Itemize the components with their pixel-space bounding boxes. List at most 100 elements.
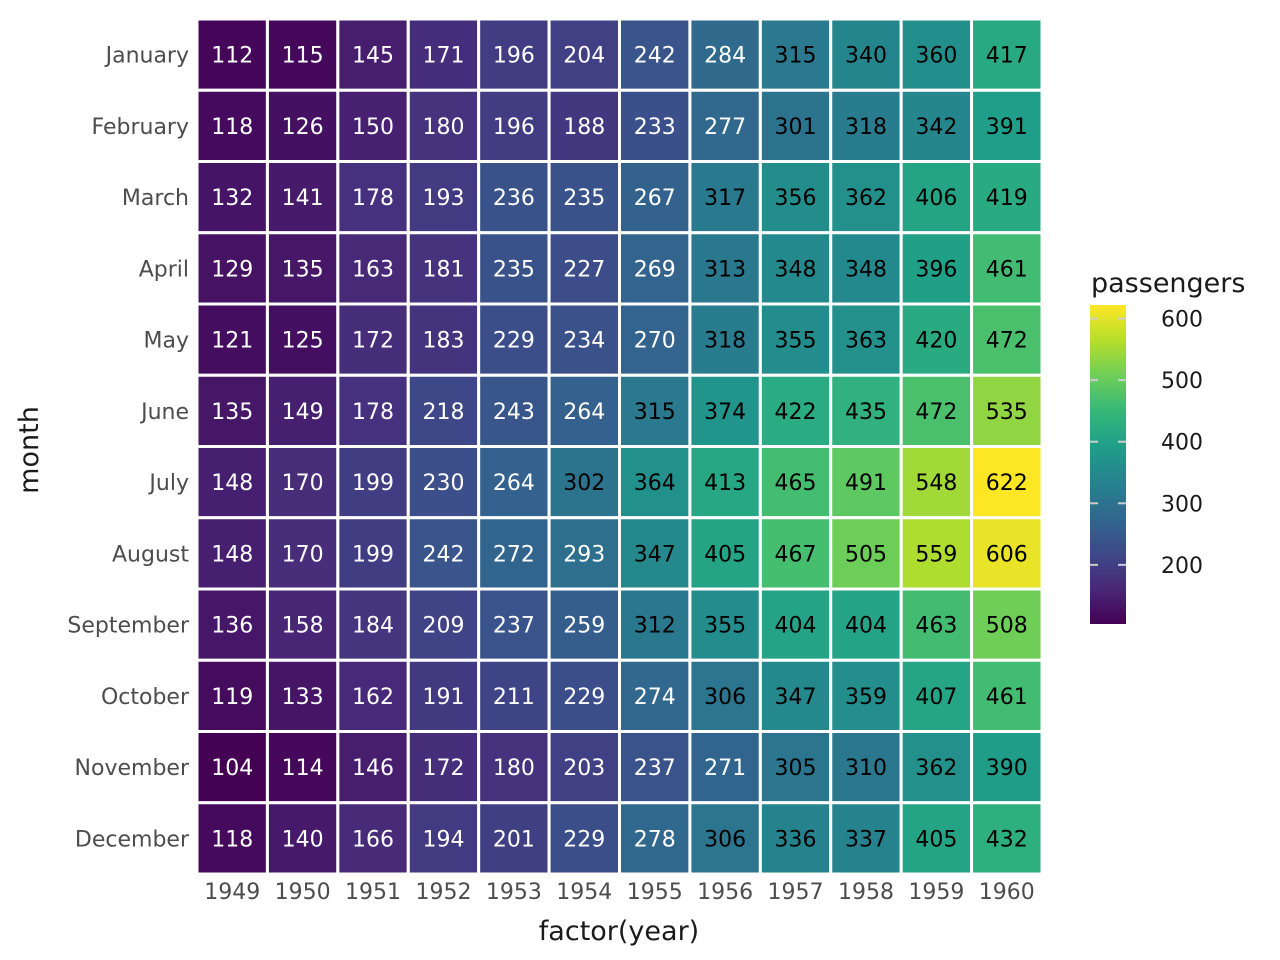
heatmap-cell (618, 160, 692, 235)
cell-value-label: 118 (211, 115, 253, 140)
colorbar-tick-label: 400 (1161, 431, 1203, 456)
cell-value-label: 463 (915, 614, 957, 639)
cell-value-label: 199 (352, 471, 394, 496)
cell-value-label: 229 (563, 685, 605, 710)
cell-value-label: 467 (775, 542, 817, 567)
cell-value-label: 413 (704, 471, 746, 496)
heatmap-cell (899, 730, 974, 805)
cell-value-label: 337 (845, 827, 887, 852)
y-tick-label: January (104, 44, 189, 69)
cell-value-label: 259 (563, 614, 605, 639)
heatmap-cell (829, 801, 903, 876)
x-tick-label: 1950 (275, 880, 331, 905)
cell-value-label: 178 (352, 186, 394, 211)
heatmap-cell (336, 516, 410, 591)
heatmap-cell (477, 88, 551, 163)
colorbar-title: passengers (1091, 268, 1245, 299)
heatmap-cell (758, 445, 833, 520)
colorbar-tick-label: 200 (1161, 554, 1203, 579)
heatmap-cell (265, 801, 340, 876)
cell-value-label: 347 (634, 542, 676, 567)
cell-value-label: 356 (775, 186, 817, 211)
cell-value-label: 305 (775, 756, 817, 781)
cell-value-label: 505 (845, 542, 887, 567)
heatmap-cell (688, 373, 762, 448)
heatmap-cell (195, 730, 269, 805)
heatmap-cell (477, 302, 551, 377)
cell-value-label: 508 (986, 614, 1028, 639)
x-tick-label: 1956 (697, 880, 753, 905)
colorbar-tick-label: 500 (1161, 369, 1203, 394)
colorbar-legend: passengers 200 300 400 500 600 (1090, 268, 1245, 624)
x-tick-label: 1957 (768, 880, 824, 905)
cell-value-label: 180 (422, 115, 464, 140)
cell-value-label: 196 (493, 44, 535, 69)
cell-value-label: 230 (422, 471, 464, 496)
heatmap-cell (547, 17, 621, 92)
heatmap-cell (899, 88, 974, 163)
x-tick-label: 1954 (556, 880, 612, 905)
cell-value-label: 340 (845, 44, 887, 69)
heatmap-cell (688, 730, 762, 805)
y-tick-label: July (147, 471, 189, 496)
cell-value-label: 355 (704, 614, 746, 639)
cell-value-label: 559 (915, 542, 957, 567)
cell-value-label: 315 (775, 44, 817, 69)
heatmap-cell (336, 160, 410, 235)
cell-value-label: 347 (775, 685, 817, 710)
cell-value-label: 315 (634, 400, 676, 425)
heatmap-cell (899, 801, 974, 876)
cell-value-label: 548 (915, 471, 957, 496)
cell-value-label: 270 (634, 329, 676, 354)
heatmap-cell (265, 445, 340, 520)
y-tick-label: May (144, 329, 189, 354)
heatmap-cell (265, 587, 340, 662)
cell-value-label: 162 (352, 685, 394, 710)
cell-value-label: 278 (634, 827, 676, 852)
cell-value-label: 465 (775, 471, 817, 496)
heatmap-cell (970, 445, 1044, 520)
cell-value-label: 135 (211, 400, 253, 425)
heatmap-cell (547, 302, 621, 377)
heatmap-cell (758, 231, 833, 306)
cell-value-label: 191 (422, 685, 464, 710)
cell-value-label: 196 (493, 115, 535, 140)
cell-value-label: 236 (493, 186, 535, 211)
cell-value-label: 313 (704, 257, 746, 282)
heatmap-cell (618, 88, 692, 163)
cell-value-label: 201 (493, 827, 535, 852)
cell-value-label: 166 (352, 827, 394, 852)
heatmap-cell (265, 658, 340, 733)
cell-value-label: 118 (211, 827, 253, 852)
cell-value-label: 119 (211, 685, 253, 710)
cell-value-label: 172 (352, 329, 394, 354)
cell-value-label: 461 (986, 257, 1028, 282)
cell-value-label: 163 (352, 257, 394, 282)
heatmap-cell (547, 801, 621, 876)
cell-value-label: 203 (563, 756, 605, 781)
heatmap-cell (970, 516, 1044, 591)
y-axis-tick-labels: January February March April May June July Augu… (67, 44, 190, 853)
cell-value-label: 417 (986, 44, 1028, 69)
heatmap-cell (970, 587, 1044, 662)
colorbar-tick-label: 600 (1161, 308, 1203, 333)
cell-value-label: 146 (352, 756, 394, 781)
cell-value-label: 229 (493, 329, 535, 354)
heatmap-cell (406, 373, 481, 448)
heatmap-cell (829, 231, 903, 306)
cell-value-label: 405 (915, 827, 957, 852)
cell-value-label: 227 (563, 257, 605, 282)
cell-value-label: 218 (422, 400, 464, 425)
cell-value-label: 211 (493, 685, 535, 710)
heatmap-cell (477, 160, 551, 235)
heatmap-cell (195, 516, 269, 591)
cell-value-label: 355 (775, 329, 817, 354)
cell-value-label: 405 (704, 542, 746, 567)
cell-value-label: 360 (915, 44, 957, 69)
heatmap-cell (688, 658, 762, 733)
heatmap-cell (970, 17, 1044, 92)
cell-value-label: 407 (915, 685, 957, 710)
heatmap-cell (688, 88, 762, 163)
heatmap-cell (477, 445, 551, 520)
cell-value-label: 237 (634, 756, 676, 781)
